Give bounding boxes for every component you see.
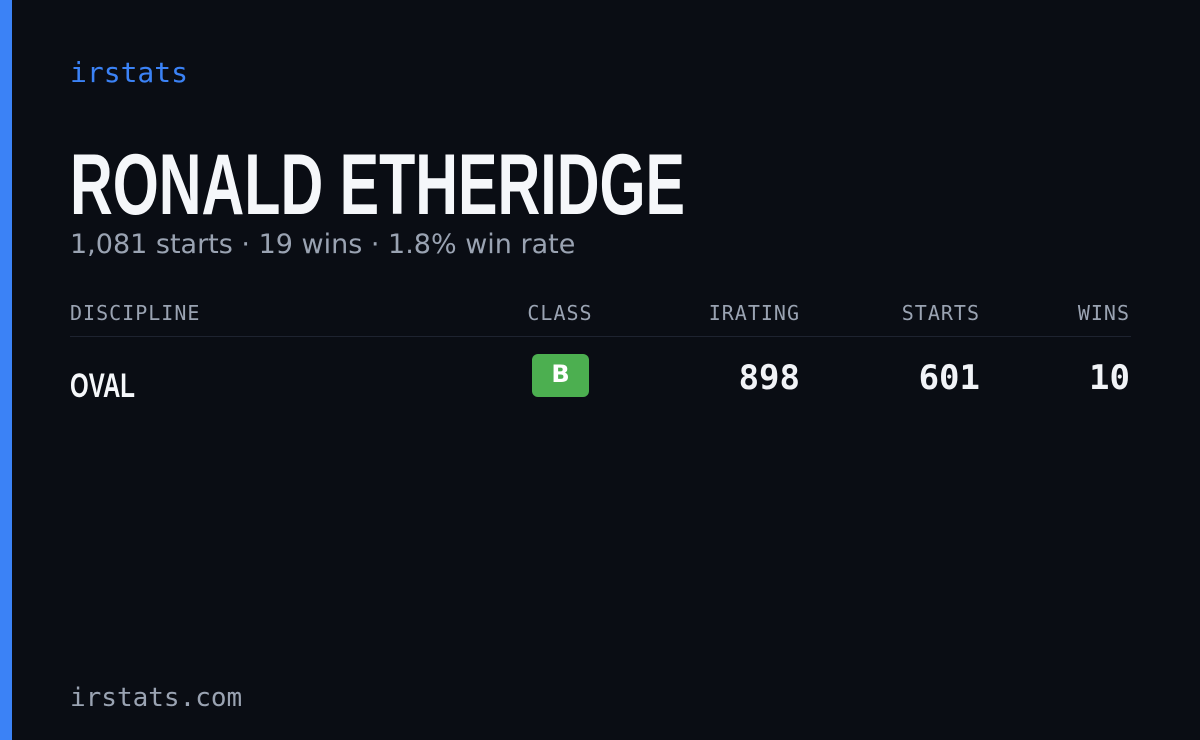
- class-badge: B: [532, 354, 589, 397]
- header-cell: CLASS: [527, 301, 593, 325]
- discipline-box: OVAL: [70, 367, 135, 405]
- brand: irstats: [70, 56, 189, 89]
- driver-name-box: RONALD ETHERIDGE: [70, 140, 685, 226]
- header-cell: DISCIPLINE: [70, 301, 201, 325]
- header-cell: IRATING: [708, 301, 800, 325]
- discipline: OVAL: [70, 367, 135, 405]
- starts: 601: [918, 358, 980, 398]
- footer: irstats.com: [70, 683, 243, 713]
- wins: 10: [1089, 358, 1130, 398]
- summary: 1,081 starts · 19 wins · 1.8% win rate: [70, 229, 576, 260]
- header-cell: WINS: [1077, 301, 1130, 325]
- accent-bar: [0, 0, 12, 740]
- header-rule: [70, 336, 1131, 337]
- driver-name: RONALD ETHERIDGE: [70, 140, 685, 226]
- header-cell: STARTS: [901, 301, 980, 325]
- irating: 898: [738, 358, 800, 398]
